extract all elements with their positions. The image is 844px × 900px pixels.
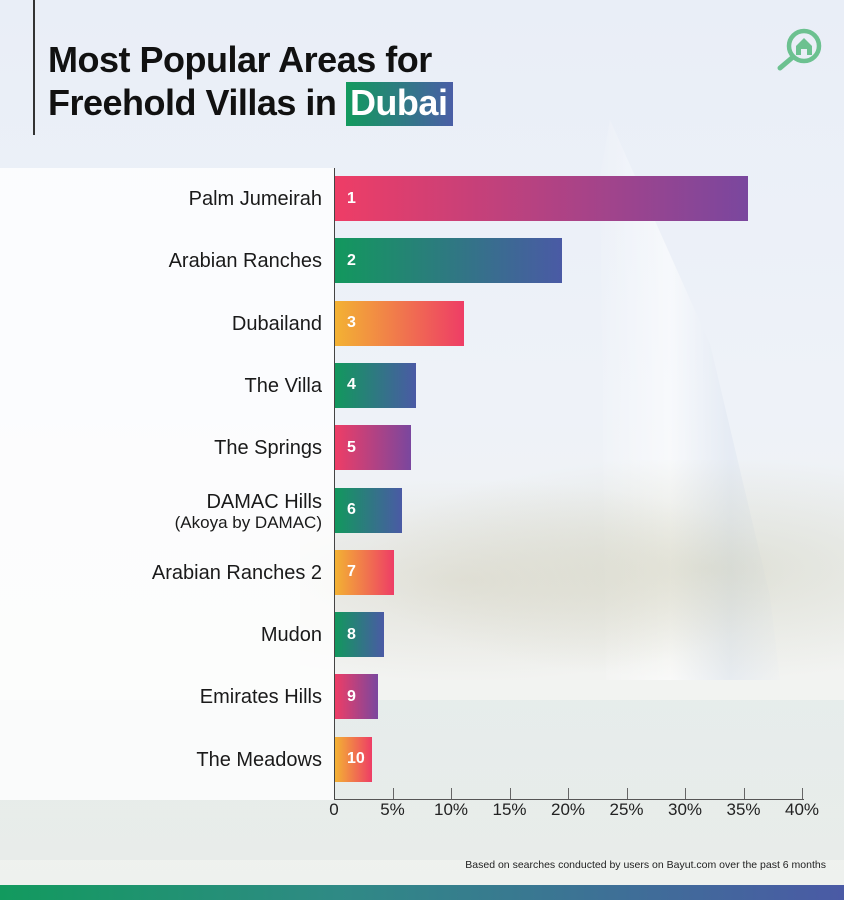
x-tick-label: 40% <box>784 800 820 819</box>
bar-rank: 2 <box>347 251 356 269</box>
bar: 4 <box>335 362 416 408</box>
bar-sublabel: (Akoya by DAMAC) <box>174 512 322 532</box>
x-tick-label: 0 <box>329 800 339 819</box>
bar-rank: 10 <box>347 750 365 768</box>
bar-label: Dubailand <box>231 312 322 335</box>
bar: 5 <box>335 425 412 471</box>
bar: 9 <box>335 674 379 720</box>
bar-label: DAMAC Hills (Akoya by DAMAC) <box>174 490 322 532</box>
x-tick <box>685 788 686 799</box>
bar: 10 <box>335 736 373 782</box>
bar-label: Emirates Hills <box>199 686 322 709</box>
bar: 2 <box>335 238 562 284</box>
x-tick <box>743 788 745 799</box>
bar: 3 <box>335 300 464 346</box>
footnote: Based on searches conducted by users on … <box>465 859 826 871</box>
label-panel <box>0 168 334 800</box>
bar-rank: 8 <box>347 625 356 643</box>
bar: 7 <box>335 549 394 595</box>
x-tick <box>392 788 394 799</box>
title-rule <box>33 0 35 135</box>
bar-rank: 9 <box>347 687 356 705</box>
bar: 8 <box>335 612 385 658</box>
x-tick-label: 5% <box>380 800 405 819</box>
bar-label: Mudon <box>260 624 322 647</box>
bar: 1 <box>335 176 748 221</box>
x-tick-label: 20% <box>550 800 586 819</box>
x-tick <box>451 788 452 799</box>
x-tick <box>509 788 511 799</box>
house-magnifier-icon <box>777 28 822 71</box>
chart-title: Most Popular Areas for Freehold Villas i… <box>48 38 454 126</box>
x-tick <box>568 788 569 799</box>
bar-rank: 3 <box>347 314 356 332</box>
x-tick <box>802 788 803 799</box>
x-tick-label: 15% <box>492 800 527 819</box>
x-tick-label: 35% <box>726 800 761 819</box>
bar: 6 <box>335 487 402 533</box>
title-line-2: Freehold Villas in Dubai <box>48 81 454 126</box>
title-line-1: Most Popular Areas for <box>48 39 432 80</box>
bar-rank: 6 <box>347 501 356 518</box>
bar-label: The Meadows <box>196 748 322 771</box>
bar-rank: 5 <box>347 438 356 456</box>
bar-label: The Springs <box>214 437 322 460</box>
footer-bar <box>0 885 844 900</box>
x-tick-label: 30% <box>667 800 703 819</box>
bar-label: Arabian Ranches <box>168 250 322 273</box>
x-tick-label: 10% <box>433 800 469 819</box>
bar-rank: 1 <box>347 189 356 207</box>
bar-rank: 7 <box>347 563 356 581</box>
bar-label: Arabian Ranches 2 <box>151 561 322 584</box>
y-axis-line <box>334 168 335 800</box>
title-highlight: Dubai <box>345 82 454 126</box>
bar-label: Palm Jumeirah <box>188 188 322 210</box>
bar-label: The Villa <box>244 374 322 397</box>
bar-rank: 4 <box>347 376 356 394</box>
x-tick <box>626 788 628 799</box>
x-axis-line <box>334 799 804 800</box>
x-tick-label: 25% <box>609 800 644 819</box>
